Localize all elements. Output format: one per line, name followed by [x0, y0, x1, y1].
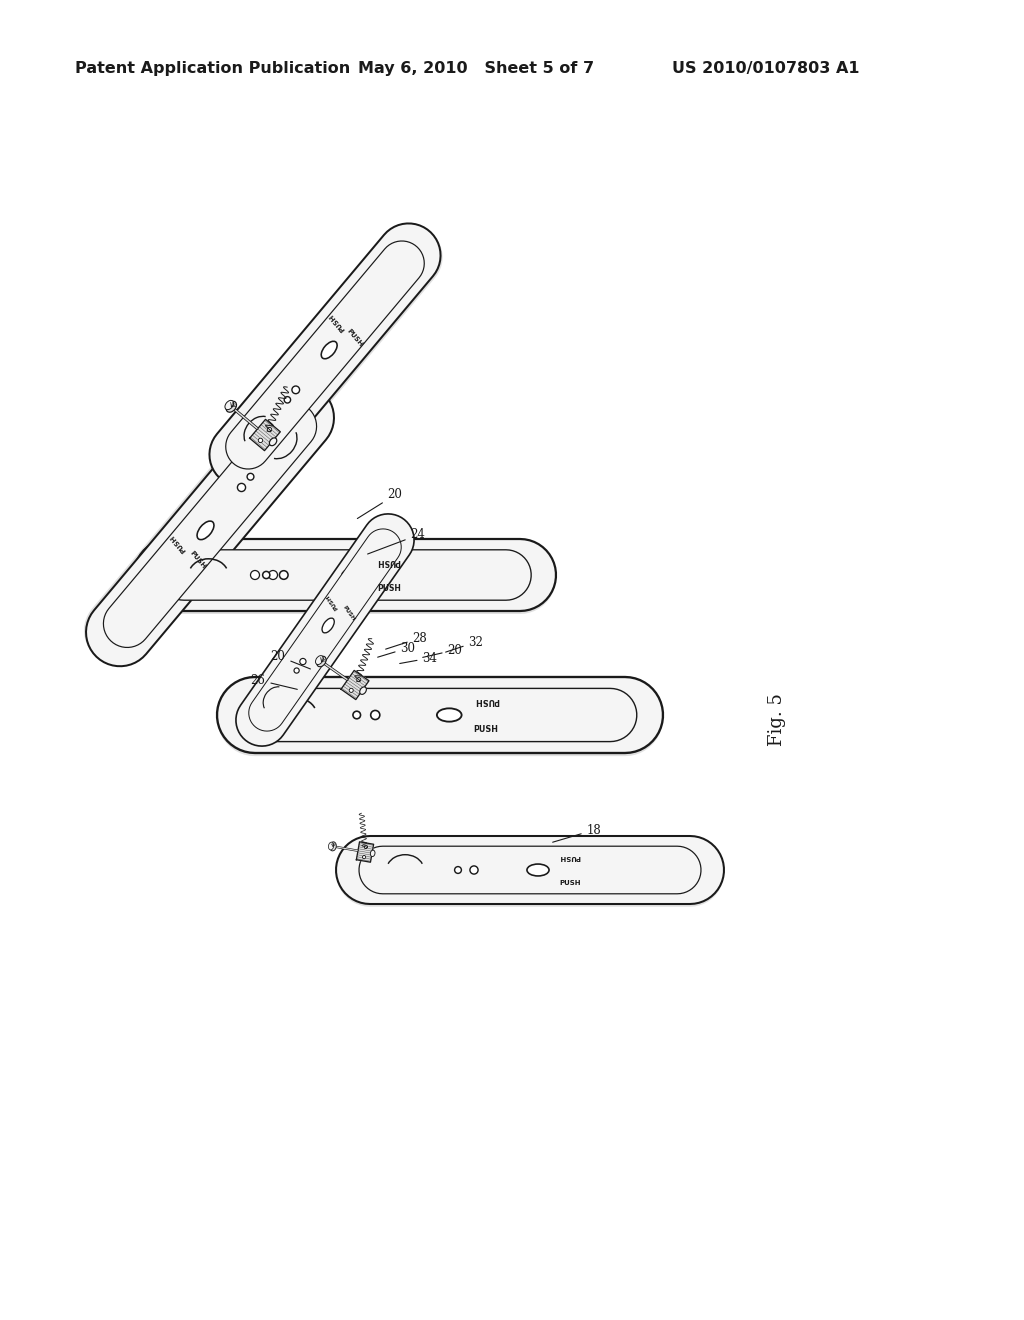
Ellipse shape: [437, 709, 462, 722]
Polygon shape: [210, 223, 440, 487]
Ellipse shape: [330, 842, 336, 851]
Polygon shape: [217, 677, 663, 752]
Ellipse shape: [342, 569, 366, 581]
Text: PUSH: PUSH: [342, 605, 356, 622]
Polygon shape: [359, 846, 701, 894]
Text: 20: 20: [423, 644, 463, 657]
Polygon shape: [225, 242, 424, 469]
Circle shape: [362, 855, 366, 859]
Text: PUSH: PUSH: [326, 593, 340, 610]
Text: PUSH: PUSH: [169, 533, 186, 553]
Polygon shape: [249, 529, 401, 731]
Text: 26: 26: [251, 673, 297, 689]
Circle shape: [356, 677, 360, 681]
Text: 18: 18: [553, 824, 601, 842]
Polygon shape: [212, 226, 442, 488]
Text: PUSH: PUSH: [377, 585, 400, 593]
Text: 20: 20: [270, 649, 310, 669]
Circle shape: [292, 385, 300, 393]
Text: May 6, 2010   Sheet 5 of 7: May 6, 2010 Sheet 5 of 7: [358, 61, 594, 75]
Ellipse shape: [359, 686, 367, 694]
Text: 30: 30: [378, 642, 416, 657]
Circle shape: [262, 572, 270, 578]
Text: 20: 20: [357, 488, 402, 519]
Text: PUSH: PUSH: [377, 557, 400, 566]
Polygon shape: [134, 543, 556, 614]
Text: 34: 34: [399, 652, 437, 664]
Circle shape: [268, 570, 278, 579]
Circle shape: [300, 659, 306, 665]
Polygon shape: [244, 689, 637, 742]
Circle shape: [280, 570, 288, 579]
Text: US 2010/0107803 A1: US 2010/0107803 A1: [672, 61, 859, 75]
Ellipse shape: [315, 656, 324, 664]
Text: PUSH: PUSH: [328, 313, 346, 333]
Text: PUSH: PUSH: [474, 696, 499, 705]
Ellipse shape: [322, 618, 334, 632]
Text: 32: 32: [445, 635, 483, 652]
Circle shape: [258, 438, 263, 442]
Circle shape: [267, 428, 271, 432]
Polygon shape: [336, 838, 724, 907]
Polygon shape: [336, 836, 724, 904]
Polygon shape: [103, 403, 316, 647]
Ellipse shape: [371, 850, 375, 857]
Polygon shape: [236, 513, 414, 746]
Ellipse shape: [225, 400, 233, 409]
Polygon shape: [217, 680, 663, 756]
Circle shape: [238, 483, 246, 491]
Circle shape: [247, 474, 254, 480]
Circle shape: [470, 866, 478, 874]
Text: Patent Application Publication: Patent Application Publication: [75, 61, 350, 75]
Text: 28: 28: [386, 631, 427, 649]
Text: 24: 24: [368, 528, 425, 554]
Polygon shape: [356, 842, 374, 862]
Text: PUSH: PUSH: [188, 550, 207, 570]
Polygon shape: [250, 420, 281, 450]
Polygon shape: [159, 550, 531, 601]
Polygon shape: [84, 381, 332, 664]
Text: PUSH: PUSH: [559, 880, 581, 886]
Circle shape: [371, 710, 380, 719]
Text: Fig. 5: Fig. 5: [768, 693, 786, 746]
Text: PUSH: PUSH: [559, 854, 581, 861]
Ellipse shape: [322, 342, 337, 359]
Circle shape: [353, 711, 360, 719]
Circle shape: [349, 688, 353, 693]
Circle shape: [285, 396, 291, 403]
Text: PUSH: PUSH: [474, 725, 499, 734]
Text: PUSH: PUSH: [346, 327, 365, 348]
Circle shape: [294, 668, 299, 673]
Ellipse shape: [197, 521, 214, 540]
Ellipse shape: [226, 401, 237, 412]
Polygon shape: [134, 539, 556, 611]
Circle shape: [365, 845, 368, 849]
Ellipse shape: [527, 865, 549, 876]
Ellipse shape: [316, 656, 326, 667]
Circle shape: [455, 867, 462, 874]
Ellipse shape: [329, 842, 334, 850]
Ellipse shape: [269, 438, 276, 446]
Polygon shape: [341, 671, 369, 700]
Polygon shape: [86, 384, 334, 667]
Circle shape: [251, 570, 259, 579]
